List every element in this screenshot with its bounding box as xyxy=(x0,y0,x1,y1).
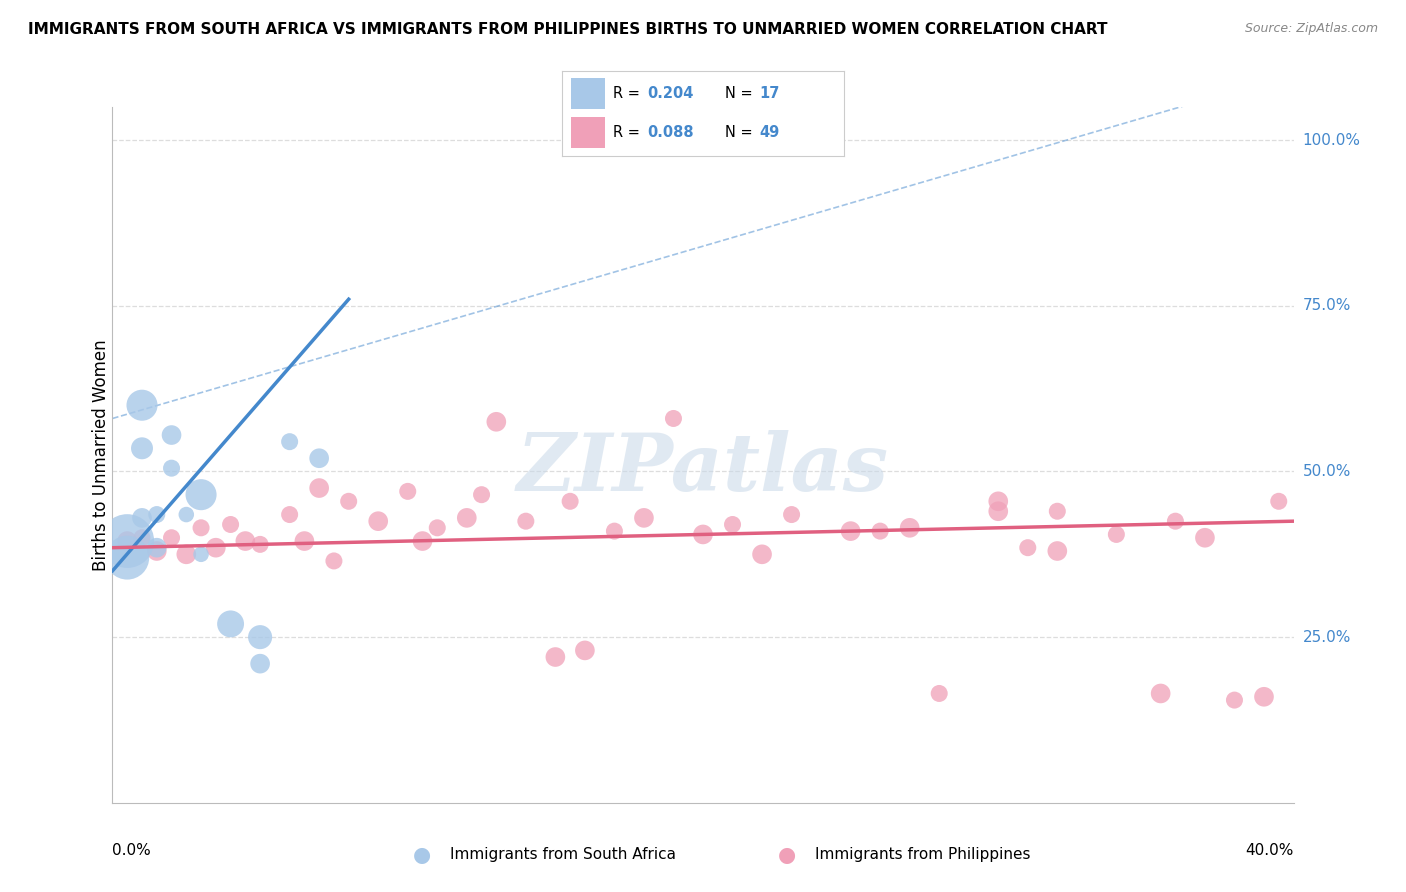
Point xyxy=(485,415,508,429)
Y-axis label: Births to Unmarried Women: Births to Unmarried Women xyxy=(93,339,110,571)
Point xyxy=(692,527,714,541)
Point xyxy=(190,547,212,561)
Point xyxy=(131,398,153,412)
Point xyxy=(233,534,256,549)
Point xyxy=(1194,531,1216,545)
Point xyxy=(160,531,183,545)
Point xyxy=(174,547,197,561)
Point xyxy=(308,451,330,466)
Bar xyxy=(571,117,605,147)
Text: R =: R = xyxy=(613,125,644,140)
Text: 75.0%: 75.0% xyxy=(1302,298,1351,313)
Point xyxy=(987,504,1010,518)
Point xyxy=(574,643,596,657)
Point xyxy=(190,488,212,502)
Point xyxy=(780,508,803,522)
Point xyxy=(219,616,242,631)
Point xyxy=(470,488,494,502)
Text: Immigrants from South Africa: Immigrants from South Africa xyxy=(450,847,676,862)
Point xyxy=(1046,504,1069,518)
Point xyxy=(146,508,169,522)
Text: 49: 49 xyxy=(759,125,779,140)
Point xyxy=(898,521,921,535)
Point xyxy=(337,494,360,508)
Point xyxy=(987,494,1010,508)
Point xyxy=(662,411,685,425)
Point xyxy=(544,650,567,665)
Point xyxy=(160,461,183,475)
Text: Immigrants from Philippines: Immigrants from Philippines xyxy=(815,847,1031,862)
Text: 0.0%: 0.0% xyxy=(112,843,152,857)
Text: N =: N = xyxy=(725,86,758,101)
Point xyxy=(839,524,862,538)
Point xyxy=(249,630,271,644)
Point xyxy=(160,428,183,442)
Point xyxy=(131,442,153,456)
Point xyxy=(278,508,301,522)
Point xyxy=(219,517,242,532)
Point xyxy=(1164,514,1187,528)
Text: ●: ● xyxy=(779,845,796,864)
Point xyxy=(117,534,138,549)
Text: 100.0%: 100.0% xyxy=(1302,133,1361,148)
Point xyxy=(1223,693,1246,707)
Text: R =: R = xyxy=(613,86,644,101)
Point xyxy=(751,547,773,561)
Point xyxy=(117,550,138,565)
Point xyxy=(869,524,891,538)
Text: Source: ZipAtlas.com: Source: ZipAtlas.com xyxy=(1244,22,1378,36)
Point xyxy=(146,544,169,558)
Point xyxy=(515,514,537,528)
Text: 17: 17 xyxy=(759,86,779,101)
Point xyxy=(131,511,153,525)
Point xyxy=(249,537,271,551)
Point xyxy=(721,517,744,532)
Point xyxy=(323,554,346,568)
Text: 25.0%: 25.0% xyxy=(1302,630,1351,645)
Point xyxy=(205,541,228,555)
Bar xyxy=(571,78,605,109)
Text: ZIPatlas: ZIPatlas xyxy=(517,430,889,508)
Point xyxy=(117,534,138,549)
Point xyxy=(558,494,582,508)
Point xyxy=(426,521,449,535)
Point xyxy=(456,511,478,525)
Point xyxy=(146,541,169,555)
Point xyxy=(1150,686,1173,700)
Point xyxy=(292,534,315,549)
Text: IMMIGRANTS FROM SOUTH AFRICA VS IMMIGRANTS FROM PHILIPPINES BIRTHS TO UNMARRIED : IMMIGRANTS FROM SOUTH AFRICA VS IMMIGRAN… xyxy=(28,22,1108,37)
Point xyxy=(1268,494,1291,508)
Point xyxy=(278,434,301,449)
Text: 40.0%: 40.0% xyxy=(1246,843,1294,857)
Point xyxy=(367,514,389,528)
Point xyxy=(928,686,950,700)
Point xyxy=(633,511,655,525)
Point xyxy=(249,657,271,671)
Point xyxy=(411,534,433,549)
Point xyxy=(396,484,419,499)
Point xyxy=(603,524,626,538)
Text: 50.0%: 50.0% xyxy=(1302,464,1351,479)
Text: 0.088: 0.088 xyxy=(647,125,693,140)
Text: N =: N = xyxy=(725,125,758,140)
Point xyxy=(1017,541,1039,555)
Point xyxy=(1046,544,1069,558)
Point xyxy=(131,531,153,545)
Text: 0.204: 0.204 xyxy=(647,86,693,101)
Point xyxy=(190,521,212,535)
Text: ●: ● xyxy=(413,845,430,864)
Point xyxy=(1105,527,1128,541)
Point xyxy=(308,481,330,495)
Point xyxy=(174,508,197,522)
Point xyxy=(1253,690,1275,704)
